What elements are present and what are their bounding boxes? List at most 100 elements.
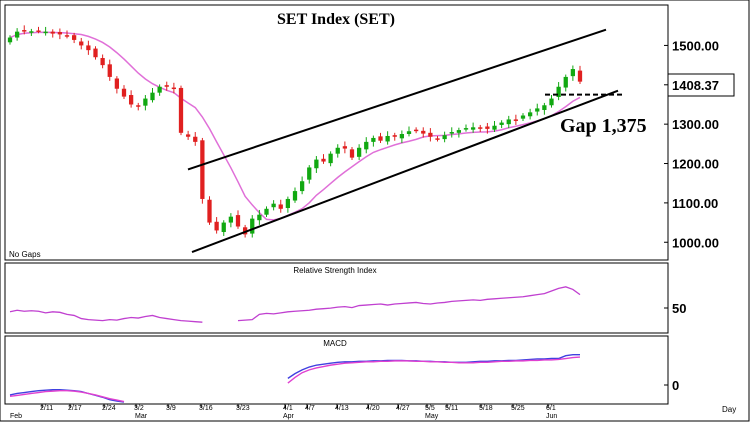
- x-unit-label: Day: [722, 405, 736, 414]
- candle-body: [136, 105, 141, 107]
- candle-body: [221, 222, 226, 233]
- candle-body: [307, 167, 312, 180]
- candle-body: [478, 127, 483, 129]
- candle-body: [278, 204, 283, 209]
- candles: [7, 25, 583, 238]
- candle-body: [463, 128, 469, 130]
- candle-body: [449, 132, 454, 134]
- candle-body: [492, 125, 497, 130]
- x-tick-label: 2/11: [40, 405, 53, 412]
- macd-title: MACD: [323, 339, 347, 348]
- trend-channel: [187, 28, 619, 254]
- rsi-y-tick: 50: [672, 301, 686, 316]
- candle-body: [542, 105, 547, 110]
- candle-body: [513, 119, 519, 121]
- candle-body: [264, 208, 269, 215]
- candle-body: [563, 76, 568, 88]
- candle-body: [193, 136, 198, 142]
- rsi-title: Relative Strength Index: [293, 266, 376, 275]
- candle-body: [185, 134, 191, 137]
- candle-body: [150, 92, 155, 101]
- candle-body: [549, 98, 554, 106]
- price-y-tick-label: 1300.00: [672, 117, 719, 132]
- candle-body: [299, 181, 305, 192]
- candle-body: [36, 30, 41, 32]
- candle-body: [207, 199, 212, 223]
- candle-body: [43, 31, 48, 34]
- x-tick-label: 3/16: [199, 405, 213, 412]
- rsi-line: [9, 286, 581, 323]
- candle-body: [114, 78, 120, 89]
- x-tick-label: 4/13: [335, 405, 349, 412]
- x-month-label: Jun: [546, 413, 557, 420]
- candle-body: [164, 85, 169, 87]
- x-tick-label: 5/25: [511, 405, 525, 412]
- candle-body: [520, 115, 526, 119]
- x-month-label: May: [425, 413, 439, 420]
- x-tick-label: 2/24: [102, 405, 116, 412]
- macd-panel: MACD 0: [4, 335, 679, 405]
- candle-body: [214, 221, 219, 231]
- candle-body: [428, 132, 433, 137]
- x-tick-label: 6/1: [546, 405, 556, 412]
- candle-body: [29, 31, 34, 33]
- macd-y-tick: 0: [672, 378, 679, 393]
- candle-body: [143, 98, 148, 106]
- candle-body: [242, 227, 248, 235]
- candle-body: [171, 87, 177, 90]
- candle-body: [128, 95, 134, 105]
- gap-annotation: Gap 1,375: [560, 115, 647, 137]
- x-tick-label: 3/9: [166, 405, 176, 412]
- candle-body: [64, 35, 70, 37]
- candle-body: [527, 112, 533, 117]
- chart-title: SET Index (SET): [277, 11, 395, 28]
- x-month-label: Apr: [283, 413, 295, 420]
- candle-body: [200, 140, 205, 199]
- x-month-label: Mar: [135, 413, 148, 420]
- x-axis: Day 2/11 2/17 2/24 3/2 3/9 3/16 3/23 4/1 4/7 4/13…: [5, 403, 736, 420]
- candle-body: [50, 31, 55, 34]
- macd-signal-line: [287, 356, 581, 384]
- candle-body: [570, 69, 576, 77]
- rsi-path: [237, 286, 581, 322]
- candle-body: [364, 141, 369, 150]
- x-tick-label: 2/17: [68, 405, 82, 412]
- candle-body: [385, 135, 390, 142]
- candle-body: [257, 214, 262, 221]
- candle-body: [157, 86, 162, 93]
- candle-body: [406, 131, 412, 134]
- candle-body: [435, 138, 440, 140]
- candle-body: [100, 58, 105, 66]
- macd-signal-line: [9, 389, 125, 403]
- channel-lower-line: [191, 89, 619, 254]
- candle-body: [349, 149, 355, 158]
- candle-body: [371, 137, 376, 142]
- rsi-panel: Relative Strength Index 50: [4, 262, 686, 334]
- candle-body: [178, 87, 184, 133]
- candle-body: [86, 45, 91, 51]
- x-tick-label: 5/5: [425, 405, 435, 412]
- price-y-tick-label: 1000.00: [672, 235, 719, 250]
- price-y-tick-label: 1200.00: [672, 157, 719, 172]
- corner-note: No Gaps: [9, 250, 41, 259]
- candle-body: [335, 147, 340, 154]
- last-price-label: 1408.37: [672, 78, 719, 93]
- candle-body: [228, 216, 234, 223]
- candle-body: [271, 203, 276, 208]
- x-tick-label: 5/11: [445, 405, 458, 412]
- candle-body: [421, 130, 426, 134]
- channel-upper-line: [187, 28, 607, 171]
- candle-body: [356, 147, 362, 157]
- candle-body: [485, 126, 490, 129]
- candle-body: [328, 153, 333, 164]
- candle-body: [442, 135, 447, 140]
- candle-body: [292, 191, 298, 201]
- candle-body: [107, 64, 112, 77]
- candle-body: [93, 48, 98, 58]
- price-panel: SET Index (SET) No Gaps 1500.001400.0013…: [4, 4, 735, 261]
- candle-body: [57, 32, 63, 35]
- price-y-tick-label: 1100.00: [672, 196, 718, 211]
- candle-body: [79, 41, 84, 46]
- candle-body: [535, 108, 540, 112]
- candle-body: [399, 134, 405, 139]
